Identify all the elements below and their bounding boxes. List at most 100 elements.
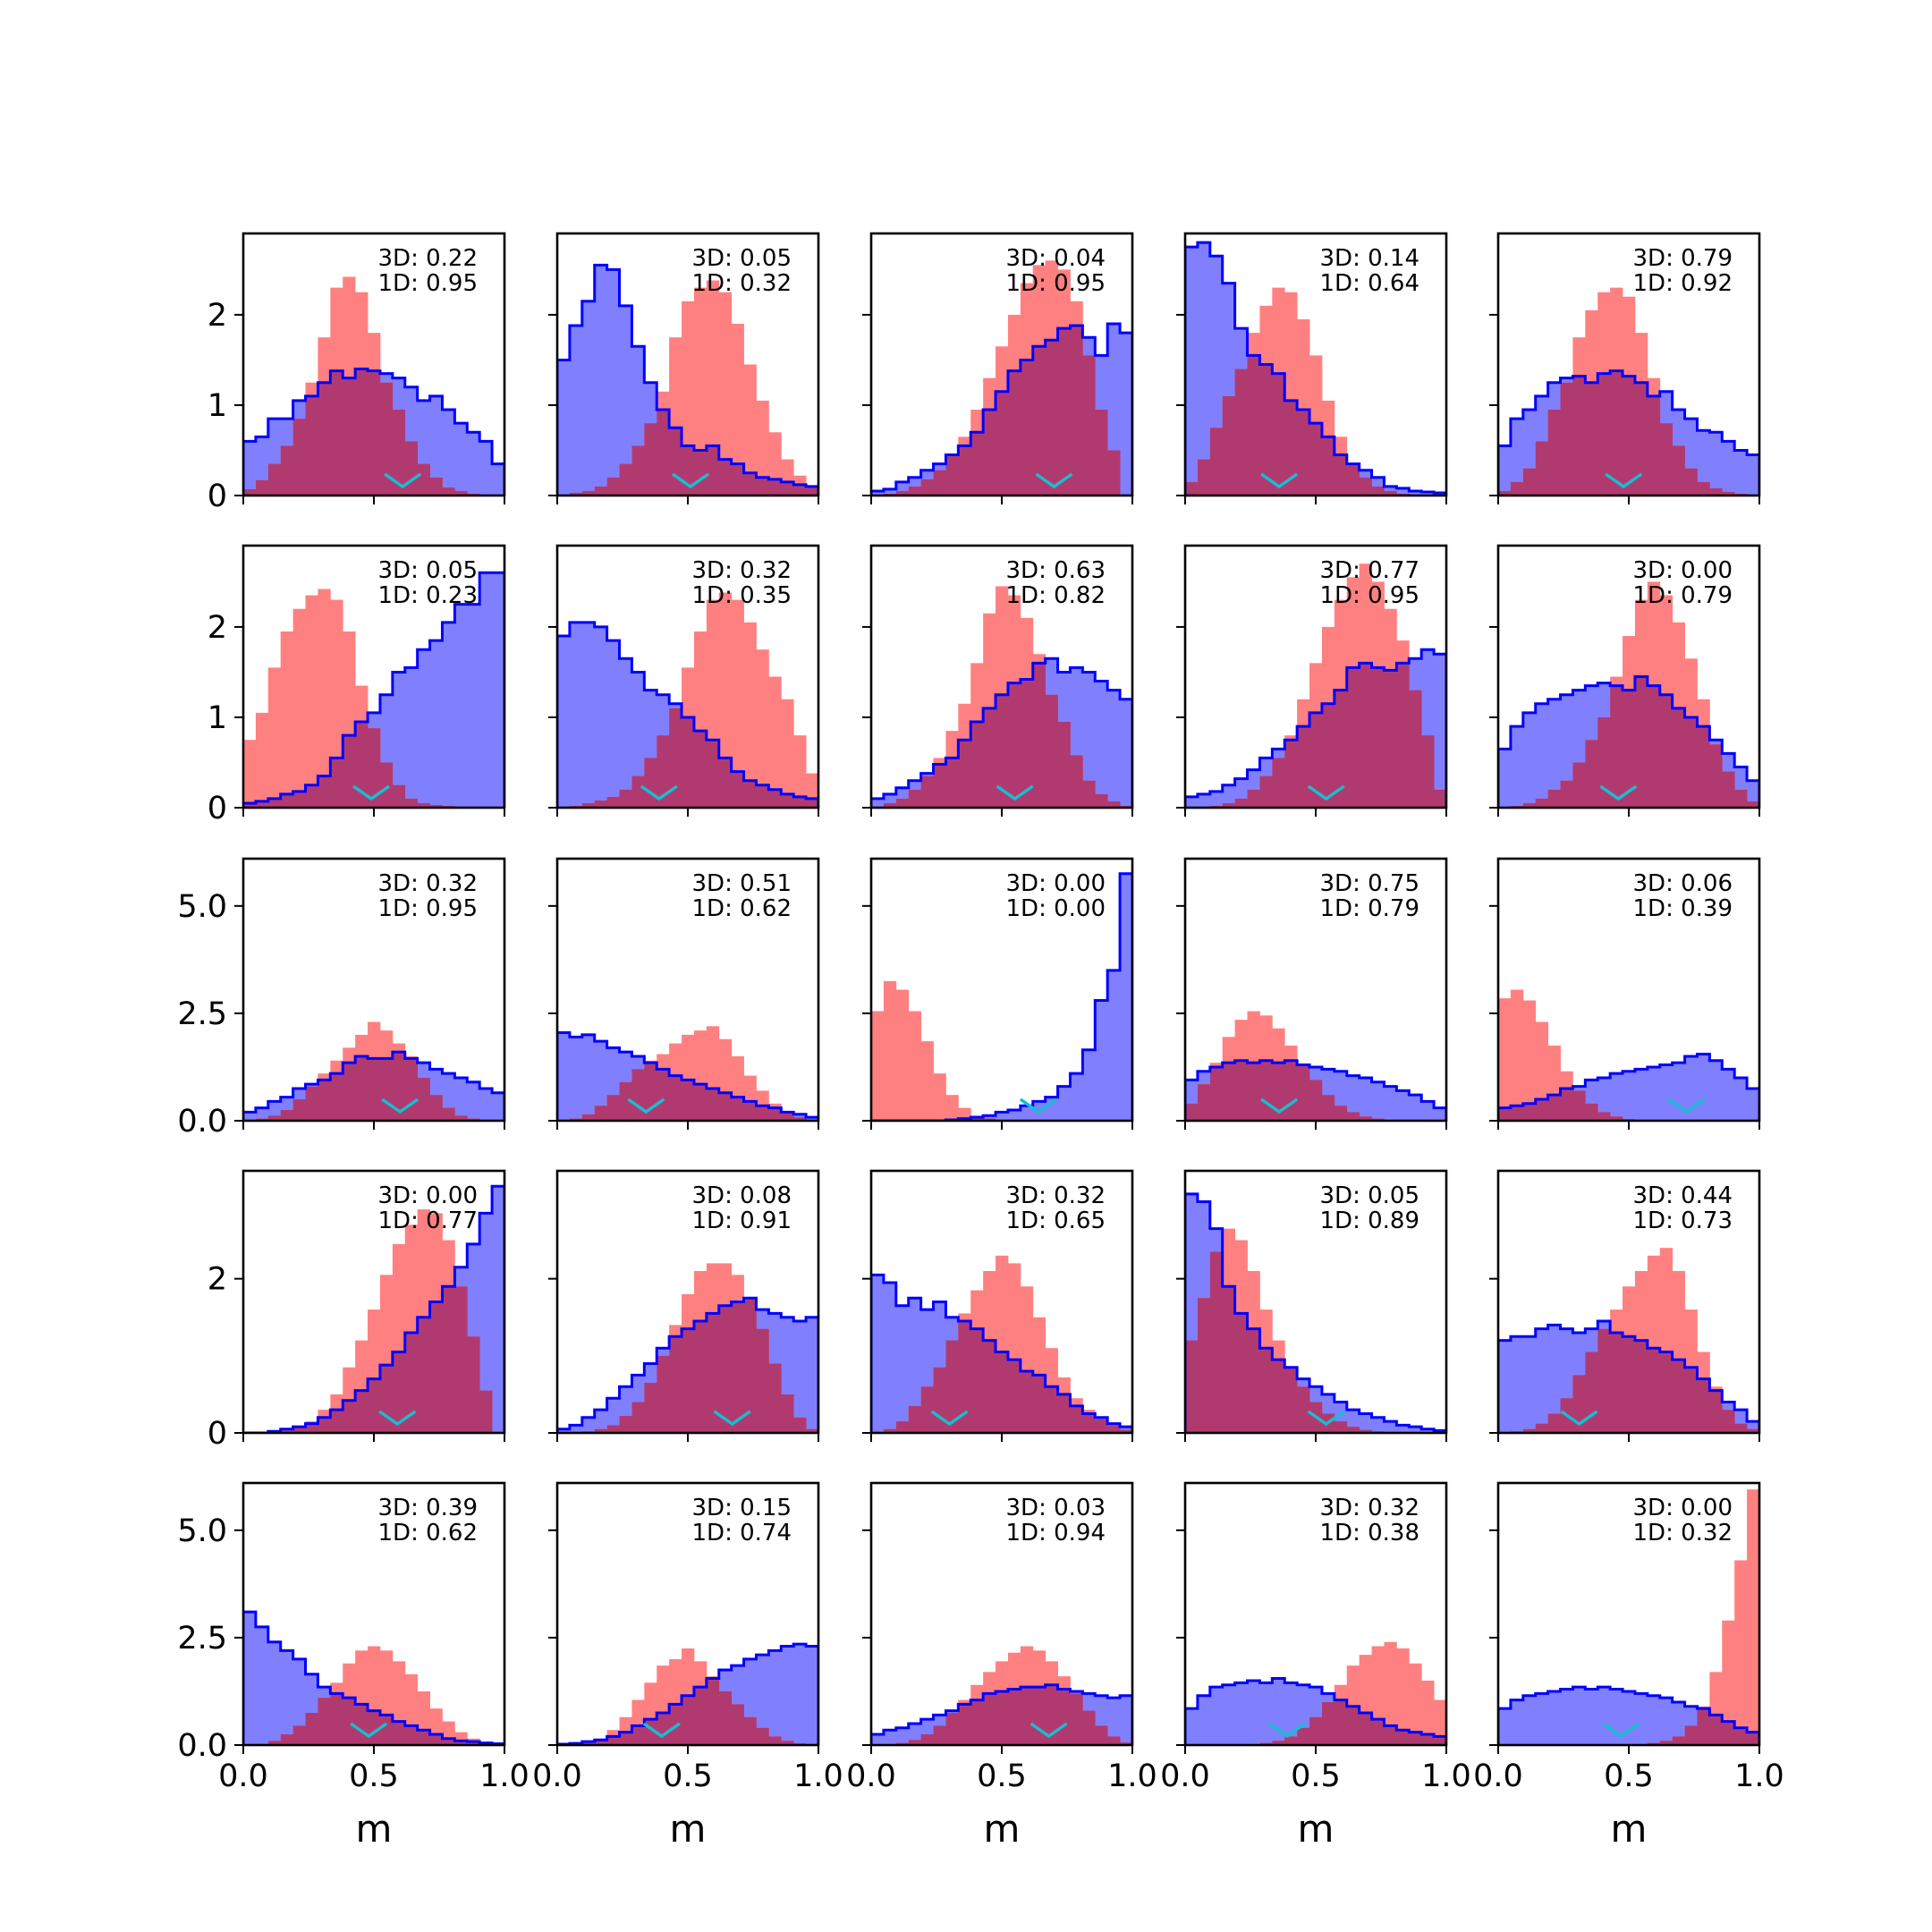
marker-chevron [1599,784,1638,801]
overlap-bar [1321,703,1335,808]
overlap-bar [1321,436,1335,496]
overlap-bar [1020,679,1034,808]
series-a-bar [557,1032,571,1121]
panel-annotation: 3D: 0.32 [1320,1495,1419,1521]
series-b-bar [330,599,343,808]
marker-chevron [996,784,1034,801]
overlap-bar [594,486,608,496]
overlap-bar [243,802,257,808]
overlap-bar [669,1075,682,1121]
series-a-step-outline [1498,1319,1759,1433]
series-a-bar [1522,712,1537,808]
overlap-bar [1359,663,1372,808]
overlap-bar [292,1427,306,1433]
marker-chevron [1307,784,1345,801]
overlap-bar [1082,355,1096,496]
series-a-bar [1082,672,1096,808]
overlap-bar [731,463,744,496]
overlap-bar [1107,450,1121,496]
series-a-bar [243,1612,257,1745]
series-a-bar [1222,784,1236,808]
overlap-bar [1734,789,1748,808]
overlap-bar [1709,744,1723,808]
overlap-bar [920,479,934,496]
overlap-bar [454,1286,468,1433]
series-a-bar [392,672,406,808]
overlap-bar [743,780,757,808]
overlap-bar [318,775,331,808]
overlap-bar [682,1328,695,1433]
overlap-bar [1095,793,1108,808]
series-a-step-outline [243,368,504,496]
panel-annotation: 1D: 0.95 [378,270,478,297]
x-tick-label: 1.0 [479,1758,530,1794]
overlap-bar [1234,1313,1248,1433]
panel-annotation: 3D: 0.77 [1320,557,1419,584]
series-a-bar [1535,1693,1549,1745]
series-a-bar [1722,1069,1735,1121]
overlap-bar [1434,1736,1446,1745]
overlap-bar [1057,1689,1071,1745]
series-a-bar [594,1041,608,1121]
overlap-bar [669,428,682,496]
overlap-bar [1032,1375,1046,1433]
series-a-bar [1510,1699,1524,1745]
overlap-bar [1421,1733,1435,1745]
marker-chevron [1605,472,1643,489]
overlap-bar [1585,1103,1598,1121]
series-a-bar [1498,749,1512,808]
x-tick-label: 0.5 [1604,1758,1654,1794]
overlap-bar [267,1741,282,1745]
series-a-step-outline [1185,1677,1446,1745]
series-a-bar [1672,1701,1685,1745]
overlap-bar [1259,1348,1273,1433]
series-b-bar [1498,998,1512,1121]
overlap-bar [731,1097,744,1121]
series-a-bar [1709,1060,1723,1121]
overlap-bar [619,1732,632,1745]
series-a-bar [768,1650,782,1745]
series-b-bar [793,735,807,808]
overlap-bar [718,1092,733,1121]
overlap-bar [1346,463,1360,496]
overlap-bar [920,1733,934,1745]
series-b-bar [280,631,294,808]
series-a-bar [1209,1687,1224,1745]
overlap-bar [1747,1732,1759,1745]
overlap-bar [1396,663,1410,808]
series-a-bar [454,423,468,496]
series-b-bar [267,667,282,808]
series-b-bar [693,287,708,496]
overlap-bar [1659,1352,1674,1433]
overlap-bar [606,1425,620,1433]
overlap-bar [793,1417,807,1433]
overlap-bar [895,490,910,496]
overlap-bar [983,708,996,808]
panel-annotation: 1D: 0.94 [1006,1520,1106,1546]
overlap-bar [1222,1286,1236,1433]
overlap-bar [781,481,794,496]
series-a-bar [1634,1693,1648,1745]
overlap-bar [895,798,910,808]
overlap-bar [1259,775,1273,808]
panel-annotation: 3D: 0.32 [692,557,792,584]
overlap-bar [970,722,984,808]
overlap-bar [1510,1106,1524,1121]
series-a-bar [1734,1077,1748,1121]
marker-chevron [1019,1097,1057,1114]
series-a-bar [467,1081,480,1121]
overlap-bar [417,463,430,496]
overlap-bar [1259,364,1273,496]
overlap-bar [343,1400,356,1433]
series-a-bar [619,658,632,808]
overlap-bar [343,1698,356,1745]
overlap-bar [945,1340,959,1433]
overlap-bar [1359,1712,1372,1745]
series-a-bar [996,1112,1009,1121]
overlap-bar [706,1678,720,1745]
series-a-bar [1384,1086,1397,1121]
